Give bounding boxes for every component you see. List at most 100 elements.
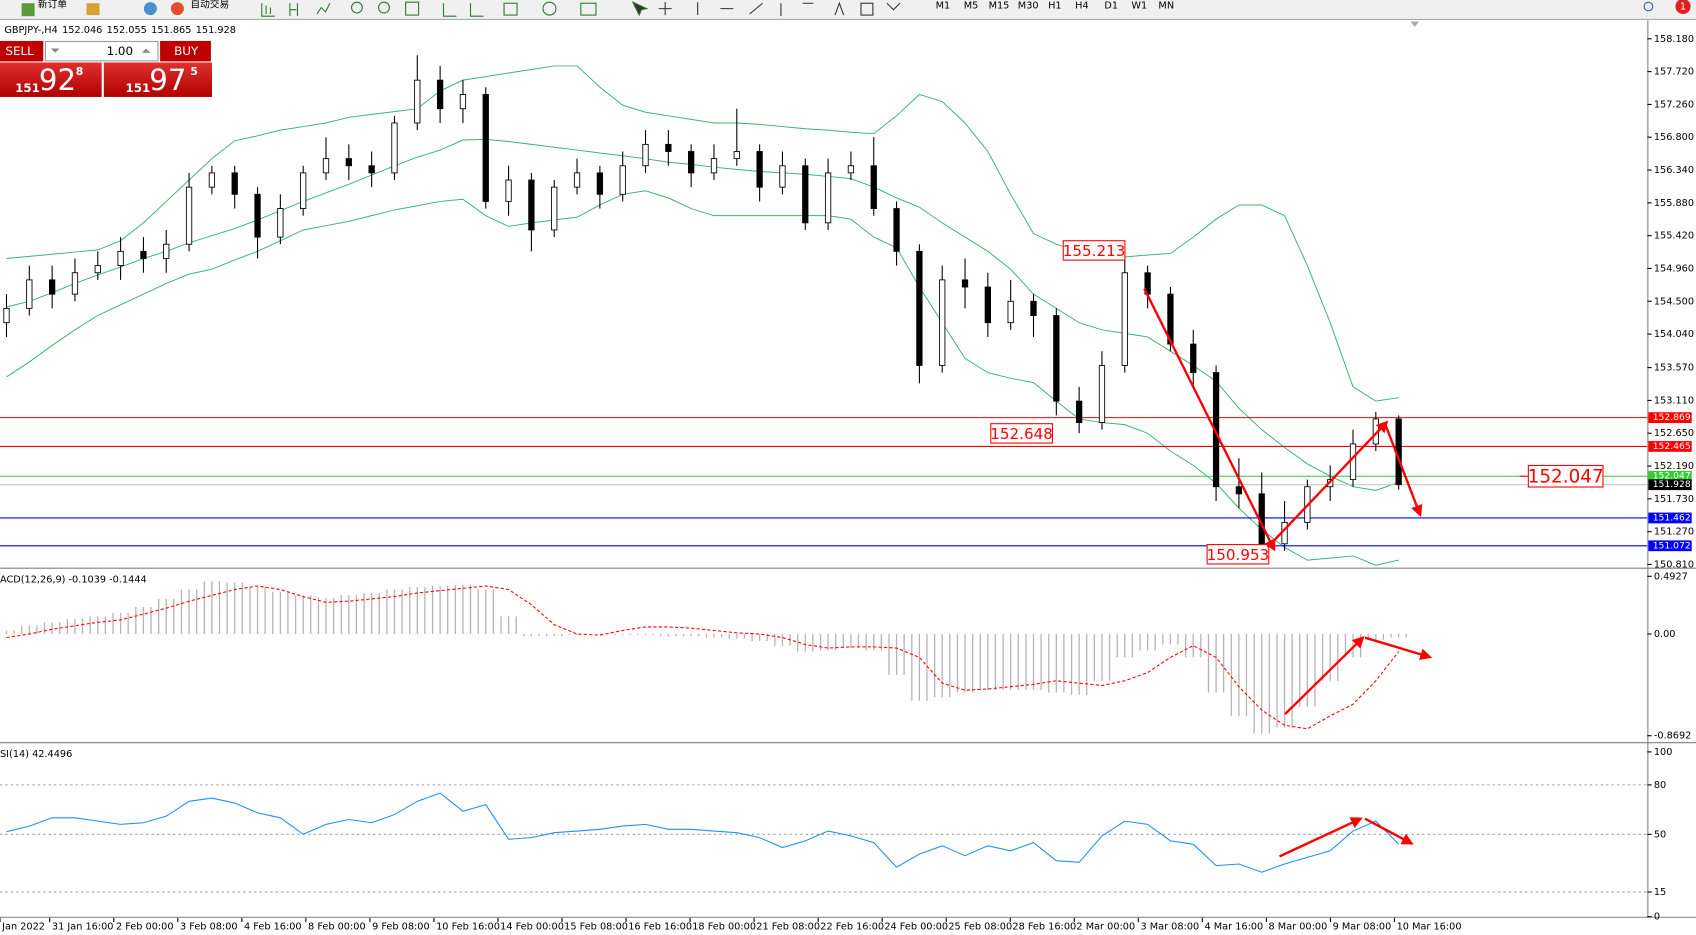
x-tick-label: 10 Mar 16:00 xyxy=(1397,921,1462,932)
candle-body xyxy=(1053,315,1060,402)
x-tick-label: 22 Feb 16:00 xyxy=(820,921,884,932)
candle-body xyxy=(345,158,352,167)
candle-body xyxy=(710,158,718,174)
sell-label[interactable]: SELL xyxy=(5,44,34,58)
candle-body xyxy=(1007,300,1014,324)
auto-trading[interactable]: 自动交易 xyxy=(190,0,229,10)
candle-body xyxy=(94,265,101,274)
bollinger-upper xyxy=(6,65,1399,402)
x-tick-label: 8 Mar 00:00 xyxy=(1269,921,1328,932)
candle-body xyxy=(551,186,558,231)
buy-button[interactable] xyxy=(160,40,211,62)
tool-icons[interactable] xyxy=(261,1,901,17)
y-tick-label: 157.260 xyxy=(1654,99,1694,110)
y-tick-label: 157.720 xyxy=(1654,67,1694,78)
annotation-box xyxy=(1206,544,1270,565)
x-tick-label: 21 Feb 08:00 xyxy=(756,921,820,932)
bid-big: 151 xyxy=(15,81,40,95)
x-tick-label: 9 Feb 08:00 xyxy=(372,921,430,932)
price-annotation: 152.047 xyxy=(1528,466,1604,487)
candle-body xyxy=(984,286,991,324)
y-tick-label: 154.500 xyxy=(1654,296,1694,307)
new-order[interactable]: 新订单 xyxy=(38,0,67,10)
search-icon[interactable] xyxy=(1643,1,1654,12)
y-tick-label: 153.110 xyxy=(1654,395,1694,406)
candle-body xyxy=(208,172,216,188)
level-label-bg xyxy=(1648,479,1692,491)
timeframe[interactable]: H1 xyxy=(1048,0,1062,11)
volume-up[interactable] xyxy=(141,48,151,53)
candle-body xyxy=(619,165,626,195)
volume[interactable]: 1.00 xyxy=(107,44,133,58)
y-tick-label: 80 xyxy=(1654,780,1666,791)
buy-label[interactable]: BUY xyxy=(174,44,199,58)
x-tick-label: Jan 2022 xyxy=(1,921,45,932)
candle-body xyxy=(414,79,421,124)
ask-box[interactable] xyxy=(103,62,212,97)
bid-box[interactable] xyxy=(0,62,102,97)
candle-body xyxy=(71,272,79,295)
ask-point: 5 xyxy=(190,65,198,78)
volume-input[interactable] xyxy=(44,40,159,62)
x-tick-label: 8 Feb 00:00 xyxy=(308,921,366,932)
level-label: 151.462 xyxy=(1653,512,1691,523)
candle-body xyxy=(779,165,786,188)
auto-trading-icon[interactable] xyxy=(170,2,184,16)
y-tick-label: 151.730 xyxy=(1654,494,1694,505)
toolbar xyxy=(0,0,1696,20)
bollinger-lower xyxy=(6,190,1399,566)
header-open: 152.046 xyxy=(62,25,102,36)
y-tick-label: 0 xyxy=(1654,912,1660,923)
candle-body xyxy=(893,208,900,252)
timeframe[interactable]: M30 xyxy=(1018,0,1039,11)
candle-body xyxy=(939,279,946,366)
arrow xyxy=(1266,420,1389,549)
candle-body xyxy=(163,243,170,259)
x-tick-label: 14 Feb 00:00 xyxy=(500,921,564,932)
sell-button[interactable] xyxy=(0,40,44,62)
volume-down[interactable] xyxy=(50,48,60,53)
candle-body xyxy=(1190,343,1197,374)
timeframe[interactable]: MN xyxy=(1158,0,1174,11)
candle-body xyxy=(665,143,672,152)
notification-badge[interactable] xyxy=(1675,0,1691,15)
timeframe[interactable]: M15 xyxy=(989,0,1010,11)
x-tick-label: 25 Feb 08:00 xyxy=(948,921,1012,932)
candle-body xyxy=(277,208,284,238)
timeframe[interactable]: W1 xyxy=(1131,0,1147,11)
x-tick-label: 15 Feb 08:00 xyxy=(564,921,628,932)
header-high: 152.055 xyxy=(107,25,147,36)
icon[interactable] xyxy=(143,2,157,16)
y-tick-label: 155.420 xyxy=(1654,231,1694,242)
ask-pips: 97 xyxy=(149,63,186,97)
candle-body xyxy=(322,158,330,174)
candle-body xyxy=(528,179,535,231)
timeframe[interactable]: M5 xyxy=(964,0,979,11)
bollinger-middle xyxy=(6,138,1399,491)
timeframe[interactable]: H4 xyxy=(1075,0,1089,11)
y-tick-label: 154.040 xyxy=(1654,329,1694,340)
y-tick-label: 100 xyxy=(1654,747,1673,758)
arrow xyxy=(1143,288,1276,552)
new-order-icon[interactable] xyxy=(21,3,35,17)
macd-label: ACD(12,26,9) -0.1039 -0.1444 xyxy=(0,575,147,586)
price-annotation: 152.648 xyxy=(990,425,1053,443)
symbol: GBPJPY-,H4 xyxy=(4,25,57,36)
candle-body xyxy=(185,186,193,245)
candle-body xyxy=(916,250,923,366)
icon[interactable] xyxy=(86,3,100,16)
arrow xyxy=(1279,817,1363,858)
y-tick-label: 156.800 xyxy=(1654,132,1694,143)
header-low: 151.865 xyxy=(151,25,191,36)
y-tick-label: 150.810 xyxy=(1654,559,1694,570)
candle-body xyxy=(368,165,375,174)
candle-body xyxy=(459,94,467,110)
x-tick-label: 31 Jan 16:00 xyxy=(52,921,114,932)
rsi-line xyxy=(6,792,1400,873)
candle-body xyxy=(870,165,877,209)
level-label: 152.869 xyxy=(1653,412,1691,423)
candle-body xyxy=(824,172,832,224)
timeframe[interactable]: M1 xyxy=(936,0,951,11)
timeframe[interactable]: D1 xyxy=(1104,0,1118,11)
